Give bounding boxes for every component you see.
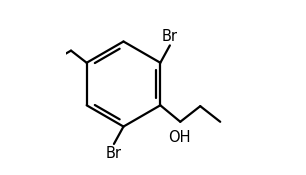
Text: Br: Br — [106, 146, 122, 161]
Text: OH: OH — [168, 130, 191, 145]
Text: Br: Br — [162, 29, 178, 44]
